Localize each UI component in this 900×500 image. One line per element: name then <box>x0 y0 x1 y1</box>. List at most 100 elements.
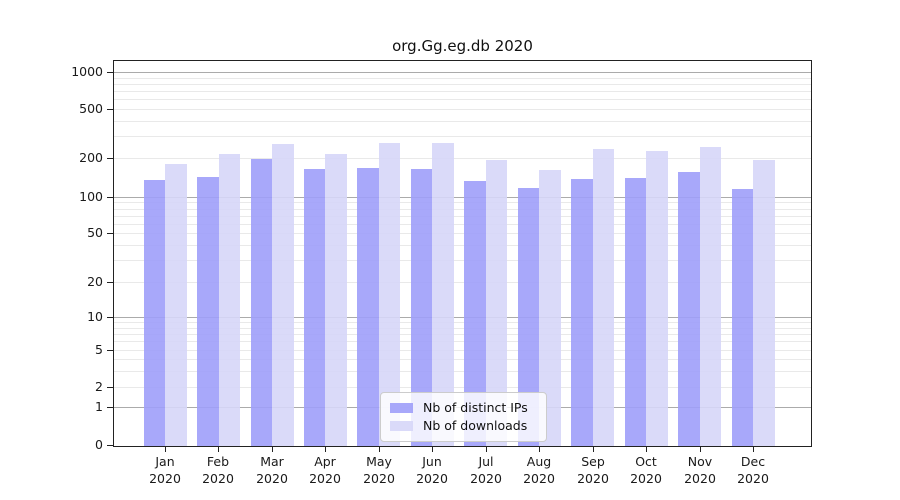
gridline-minor <box>114 282 811 283</box>
bar-distinct-ips-aug <box>517 188 540 446</box>
x-tick-mark <box>593 447 594 452</box>
bar-distinct-ips-sep <box>571 178 593 446</box>
gridline-minor <box>114 209 811 210</box>
bar-downloads-jan <box>165 163 187 446</box>
legend-item-downloads: Nb of downloads <box>390 418 537 434</box>
x-tick-mark <box>218 447 219 452</box>
bar-distinct-ips-apr <box>303 169 326 446</box>
x-tick-mark <box>379 447 380 452</box>
bar-downloads-apr <box>325 153 347 446</box>
bar-downloads-jun <box>432 142 454 446</box>
gridline-minor <box>114 91 811 92</box>
y-tick-label: 2 <box>95 379 103 394</box>
y-tick-label: 10 <box>87 309 103 324</box>
legend: Nb of distinct IPs Nb of downloads <box>380 392 547 442</box>
x-tick-month: Jan <box>155 454 175 469</box>
gridline-minor <box>114 233 811 234</box>
x-tick-month: Nov <box>687 454 713 469</box>
x-tick-year: 2020 <box>256 470 288 486</box>
gridline-minor <box>114 328 811 329</box>
y-tick-label: 50 <box>87 225 103 240</box>
y-tick-label: 5 <box>95 342 103 357</box>
x-tick-month: May <box>366 454 392 469</box>
x-tick-label-aug: Aug 2020 <box>513 454 565 487</box>
x-tick-month: Oct <box>635 454 657 469</box>
y-tick-mark <box>107 158 113 159</box>
y-tick-mark <box>107 233 113 234</box>
x-tick-mark <box>325 447 326 452</box>
x-tick-mark <box>539 447 540 452</box>
bar-downloads-may <box>378 143 401 446</box>
x-tick-label-feb: Feb 2020 <box>192 454 244 487</box>
gridline-major <box>114 317 811 318</box>
x-tick-mark <box>646 447 647 452</box>
bar-distinct-ips-jan <box>143 180 165 446</box>
bar-distinct-ips-oct <box>624 177 647 446</box>
y-tick-label: 200 <box>79 150 103 165</box>
gridline-major <box>114 72 811 73</box>
plot-area <box>113 60 812 447</box>
legend-label: Nb of downloads <box>423 418 528 433</box>
y-tick-mark <box>107 350 113 351</box>
y-tick-label: 20 <box>87 274 103 289</box>
x-tick-label-nov: Nov 2020 <box>674 454 726 487</box>
bar-downloads-mar <box>272 144 294 446</box>
bar-distinct-ips-dec <box>731 189 754 446</box>
legend-swatch-distinct-ips-icon <box>390 403 413 413</box>
x-tick-year: 2020 <box>684 470 716 486</box>
x-tick-mark <box>486 447 487 452</box>
x-tick-year: 2020 <box>363 470 395 486</box>
x-tick-month: Sep <box>581 454 605 469</box>
y-tick-mark <box>107 317 113 318</box>
gridline-minor <box>114 136 811 137</box>
x-tick-label-dec: Dec 2020 <box>727 454 779 487</box>
gridline-minor <box>114 158 811 159</box>
bar-downloads-aug <box>539 169 561 446</box>
x-tick-label-jun: Jun 2020 <box>406 454 458 487</box>
gridline-minor <box>114 322 811 323</box>
bar-downloads-oct <box>646 150 668 446</box>
x-tick-year: 2020 <box>202 470 234 486</box>
legend-item-distinct-ips: Nb of distinct IPs <box>390 400 537 416</box>
x-tick-month: Jul <box>478 454 494 469</box>
bar-distinct-ips-jun <box>410 168 433 446</box>
bar-downloads-sep <box>592 149 615 446</box>
gridline-minor <box>114 350 811 351</box>
gridline-minor <box>114 341 811 342</box>
x-tick-mark <box>432 447 433 452</box>
gridline-minor <box>114 260 811 261</box>
x-tick-year: 2020 <box>149 470 181 486</box>
chart-title: org.Gg.eg.db 2020 <box>392 37 533 55</box>
gridline-minor <box>114 245 811 246</box>
gridline-minor <box>114 109 811 110</box>
gridline-minor <box>114 99 811 100</box>
x-tick-year: 2020 <box>470 470 502 486</box>
gridline-minor <box>114 78 811 79</box>
x-tick-year: 2020 <box>737 470 769 486</box>
bar-downloads-feb <box>218 154 240 446</box>
x-tick-month: Apr <box>314 454 336 469</box>
y-tick-label: 100 <box>79 189 103 204</box>
y-tick-mark <box>107 109 113 110</box>
bar-distinct-ips-feb <box>197 177 219 446</box>
y-tick-mark <box>107 407 113 408</box>
gridline-minor <box>114 216 811 217</box>
y-tick-mark <box>107 445 113 446</box>
gridline-minor <box>114 84 811 85</box>
x-tick-label-may: May 2020 <box>353 454 405 487</box>
gridline-minor <box>114 224 811 225</box>
y-tick-label: 1000 <box>71 64 103 79</box>
y-tick-label: 1 <box>95 399 103 414</box>
y-tick-mark <box>107 72 113 73</box>
x-tick-mark <box>272 447 273 452</box>
y-tick-mark <box>107 282 113 283</box>
x-tick-label-oct: Oct 2020 <box>620 454 672 487</box>
x-tick-month: Dec <box>740 454 766 469</box>
bar-distinct-ips-mar <box>250 158 272 446</box>
bar-downloads-jul <box>485 160 508 446</box>
gridline-major <box>114 197 811 198</box>
bar-downloads-dec <box>753 159 775 446</box>
bar-distinct-ips-jul <box>464 180 486 446</box>
x-tick-month: Jun <box>422 454 442 469</box>
